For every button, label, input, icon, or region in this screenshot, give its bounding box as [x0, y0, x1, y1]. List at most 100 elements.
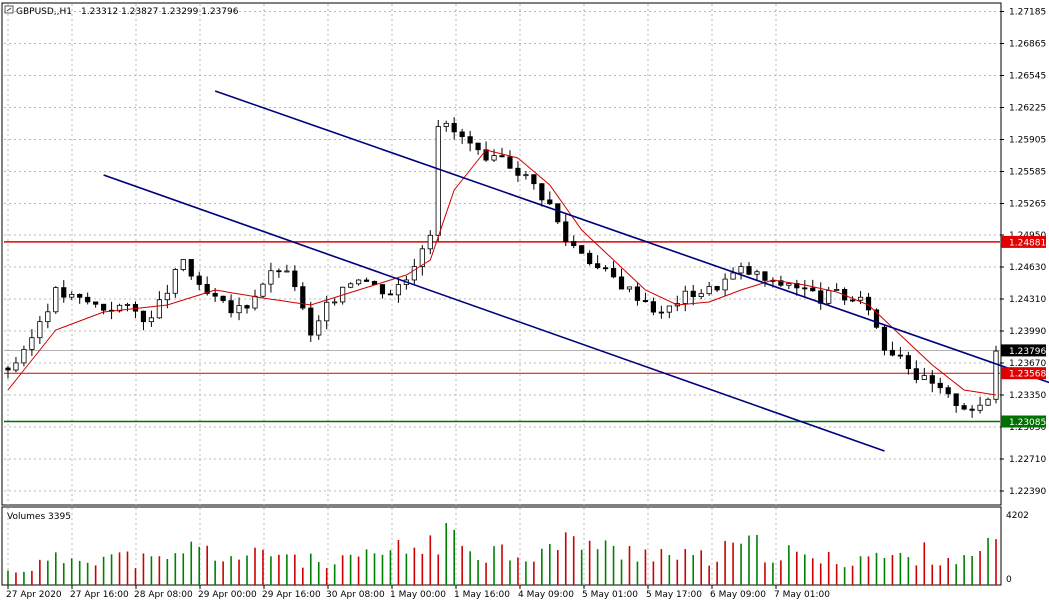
candle-body [180, 259, 186, 270]
y-tick-label: 1.23350 [1009, 391, 1046, 401]
candle-body [252, 295, 258, 309]
candle-body [690, 290, 696, 297]
candle-body [515, 167, 521, 176]
x-tick-label: 1 May 16:00 [454, 590, 510, 600]
candle-body [969, 408, 975, 411]
candle-body [475, 142, 481, 151]
candle-body [642, 300, 649, 303]
candle-body [21, 349, 27, 364]
candle-body [379, 284, 386, 295]
volume-tick-label: 4202 [1006, 511, 1029, 521]
y-tick-label: 1.26865 [1009, 40, 1046, 50]
candle-body [236, 305, 242, 314]
candle-body [5, 367, 11, 371]
candle-body [929, 375, 935, 384]
candle-body [595, 263, 601, 269]
channel-line-upper [214, 90, 1049, 384]
trend-channel[interactable] [103, 90, 1049, 452]
candle-body [435, 126, 441, 236]
x-tick-label: 1 May 00:00 [390, 590, 446, 600]
candle-body [37, 321, 43, 339]
x-tick-label: 4 May 09:00 [518, 590, 574, 600]
price-label-text: 1.23568 [1009, 370, 1046, 380]
y-tick-label: 1.23030 [1009, 423, 1046, 433]
candle-body [284, 270, 290, 273]
candlestick-series [5, 117, 999, 418]
price-label-box [1001, 367, 1046, 380]
y-tick-label: 1.27185 [1009, 8, 1046, 18]
x-tick-label: 27 Apr 2020 [6, 590, 62, 600]
candle-body [507, 156, 513, 169]
candle-body [308, 307, 314, 336]
candle-body [204, 284, 210, 294]
candle-body [316, 320, 322, 336]
candle-body [937, 382, 943, 389]
candle-body [268, 270, 274, 285]
candle-body [881, 326, 888, 351]
candle-body [324, 301, 330, 322]
candle-body [953, 393, 959, 407]
candle-body [101, 303, 107, 311]
candle-body [300, 286, 306, 309]
candle-body [77, 293, 83, 298]
x-tick-label: 30 Apr 08:00 [326, 590, 385, 600]
x-tick-label: 29 Apr 00:00 [198, 590, 257, 600]
time-axis: 27 Apr 2020 27 Apr 16:00 28 Apr 08:00 29 Ap… [6, 585, 830, 600]
price-label-text: 1.24881 [1009, 238, 1046, 248]
candle-body [363, 279, 370, 282]
volume-tick-label: 0 [1006, 575, 1012, 585]
y-tick-label: 1.25905 [1009, 136, 1046, 146]
candle-body [650, 301, 656, 313]
price-label-level-mid: 1.23568 [1001, 367, 1046, 380]
candle-body [905, 355, 911, 370]
price-label-text: 1.23796 [1009, 347, 1046, 357]
candle-body [156, 299, 162, 319]
horizontal-levels [4, 241, 1000, 423]
y-tick-label: 1.22390 [1009, 487, 1046, 497]
candle-body [658, 311, 664, 314]
candle-body [802, 287, 808, 290]
ma-line [7, 149, 997, 396]
candle-body [857, 296, 864, 301]
candle-body [698, 293, 704, 297]
price-label-support: 1.23085 [1001, 415, 1046, 428]
candle-body [762, 271, 768, 281]
candle-body [148, 317, 155, 323]
candle-body [443, 122, 449, 127]
candle-body [491, 155, 497, 161]
candle-body [53, 287, 59, 313]
candle-body [738, 266, 744, 274]
candle-body [563, 221, 569, 243]
candle-body [13, 362, 19, 371]
price-label-text: 1.23085 [1009, 418, 1046, 428]
candle-body [499, 155, 505, 158]
candle-body [228, 300, 234, 314]
candle-body [172, 269, 178, 294]
candle-body [355, 279, 362, 285]
candle-body [116, 304, 123, 312]
candle-body [459, 131, 465, 138]
candle-body [387, 293, 394, 296]
candle-body [610, 268, 617, 278]
x-tick-label: 29 Apr 16:00 [262, 590, 321, 600]
candle-body [276, 270, 282, 273]
price-label-box [1001, 344, 1046, 357]
candle-body [913, 368, 919, 380]
y-tick-label: 1.24630 [1009, 263, 1046, 273]
y-tick-label: 1.26225 [1009, 104, 1046, 114]
main-panel-frame [1, 2, 1002, 506]
candle-body [427, 234, 433, 250]
candle-body [547, 199, 553, 205]
candle-body [754, 271, 760, 275]
candle-body [292, 270, 298, 288]
y-tick-label: 1.24310 [1009, 295, 1046, 305]
candle-body [810, 287, 816, 292]
candle-body [260, 283, 266, 297]
ohlc-values: 1.23312 1.23827 1.23299 1.23796 [81, 7, 239, 17]
candle-body [977, 404, 983, 411]
candle-body [348, 283, 354, 288]
candle-body [889, 349, 896, 356]
candle-body [945, 387, 951, 395]
candle-body [395, 284, 402, 296]
